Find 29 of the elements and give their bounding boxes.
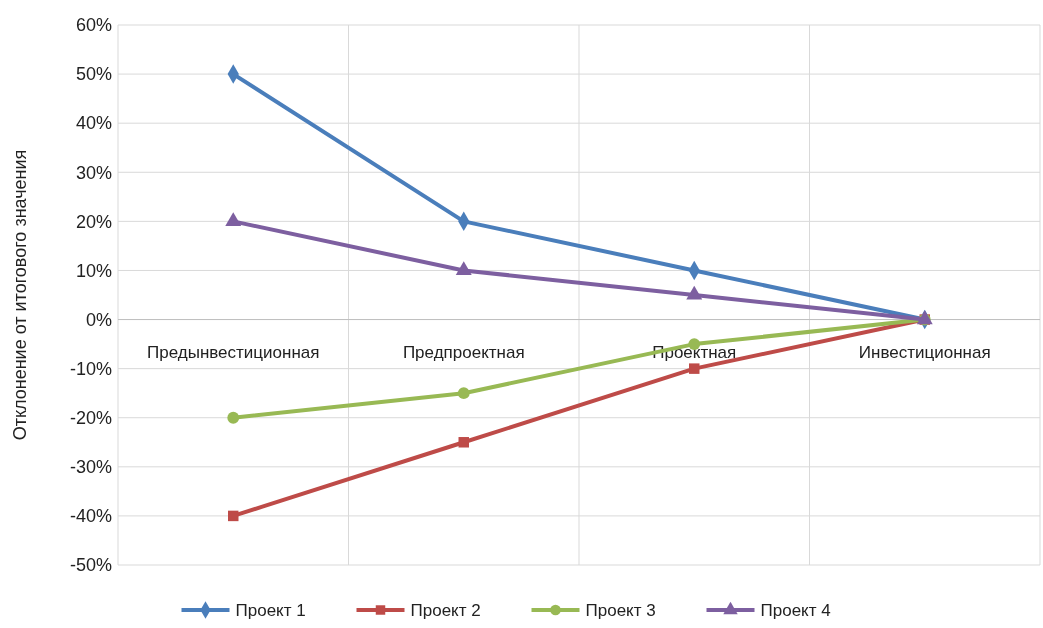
y-tick-label: 40% <box>75 113 112 134</box>
y-tick-label: -10% <box>69 358 112 379</box>
point <box>225 212 242 226</box>
point <box>686 285 703 300</box>
y-tick-label: -30% <box>69 457 112 478</box>
y-tick-label: 10% <box>75 260 112 281</box>
point <box>228 510 239 522</box>
y-tick-label: -50% <box>69 555 112 576</box>
point <box>458 437 469 448</box>
x-tick-label: Предпроектная <box>402 342 525 362</box>
legend-label: Проект 4 <box>760 600 831 620</box>
x-tick-label: Предынвестиционная <box>147 342 320 362</box>
legend-label: Проект 2 <box>410 600 481 620</box>
x-tick-label: Инвестиционная <box>858 342 991 362</box>
point <box>457 387 470 400</box>
y-tick-label: 50% <box>75 64 112 85</box>
y-tick-label: 60% <box>75 15 112 36</box>
y-tick-label: 20% <box>75 211 112 232</box>
y-tick-label: -40% <box>69 506 112 527</box>
point <box>689 363 700 374</box>
point <box>227 411 240 424</box>
y-axis-title: Отклонение от итогового значения <box>10 149 30 441</box>
y-tick-label: -20% <box>69 408 112 429</box>
y-tick-label: 0% <box>85 309 112 330</box>
y-tick-label: 30% <box>75 162 112 183</box>
legend-label: Проект 1 <box>235 600 306 620</box>
legend-label: Проект 3 <box>585 600 656 620</box>
point <box>455 261 472 276</box>
x-tick-label: Проектная <box>652 342 737 362</box>
